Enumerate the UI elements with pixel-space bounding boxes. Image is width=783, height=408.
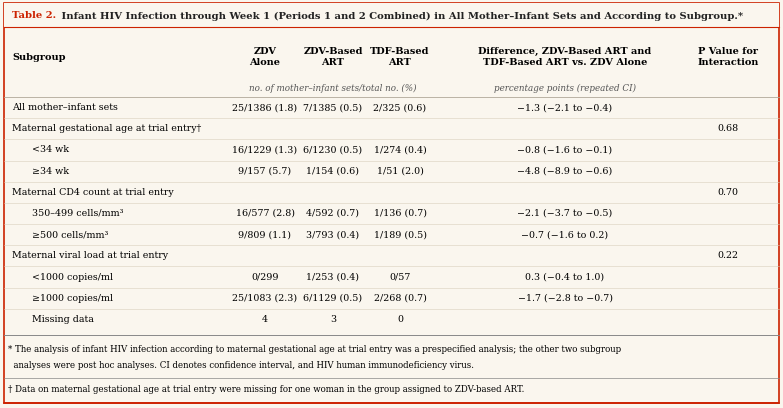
Text: ≥1000 copies/ml: ≥1000 copies/ml <box>32 294 113 303</box>
Text: 16/577 (2.8): 16/577 (2.8) <box>236 209 294 218</box>
Text: Subgroup: Subgroup <box>12 53 66 62</box>
Text: Maternal viral load at trial entry: Maternal viral load at trial entry <box>12 251 168 260</box>
Text: 7/1385 (0.5): 7/1385 (0.5) <box>304 103 363 112</box>
Text: 0.70: 0.70 <box>717 188 738 197</box>
Text: 1/274 (0.4): 1/274 (0.4) <box>373 146 427 155</box>
Text: analyses were post hoc analyses. CI denotes confidence interval, and HIV human i: analyses were post hoc analyses. CI deno… <box>8 361 474 370</box>
Text: 3: 3 <box>330 315 336 324</box>
Text: ≥34 wk: ≥34 wk <box>32 166 69 175</box>
Text: 1/189 (0.5): 1/189 (0.5) <box>373 230 427 239</box>
Text: 1/136 (0.7): 1/136 (0.7) <box>373 209 427 218</box>
Text: 16/1229 (1.3): 16/1229 (1.3) <box>233 146 298 155</box>
Text: 6/1129 (0.5): 6/1129 (0.5) <box>304 294 363 303</box>
Text: ZDV
Alone: ZDV Alone <box>250 47 280 67</box>
Text: P Value for
Interaction: P Value for Interaction <box>698 47 759 67</box>
Text: −4.8 (−8.9 to −0.6): −4.8 (−8.9 to −0.6) <box>518 166 612 175</box>
Text: 1/51 (2.0): 1/51 (2.0) <box>377 166 424 175</box>
Text: Difference, ZDV-Based ART and
TDF-Based ART vs. ZDV Alone: Difference, ZDV-Based ART and TDF-Based … <box>478 47 651 67</box>
Text: ZDV-Based
ART: ZDV-Based ART <box>303 47 363 67</box>
Text: no. of mother–infant sets/total no. (%): no. of mother–infant sets/total no. (%) <box>249 84 417 93</box>
Text: <1000 copies/ml: <1000 copies/ml <box>32 273 113 282</box>
Text: 0.3 (−0.4 to 1.0): 0.3 (−0.4 to 1.0) <box>525 273 604 282</box>
Text: Maternal gestational age at trial entry†: Maternal gestational age at trial entry† <box>12 124 201 133</box>
Text: 25/1386 (1.8): 25/1386 (1.8) <box>233 103 298 112</box>
Text: percentage points (repeated CI): percentage points (repeated CI) <box>494 84 636 93</box>
Text: 0/299: 0/299 <box>251 273 279 282</box>
Text: Infant HIV Infection through Week 1 (Periods 1 and 2 Combined) in All Mother–Inf: Infant HIV Infection through Week 1 (Per… <box>58 11 743 20</box>
Text: −0.8 (−1.6 to −0.1): −0.8 (−1.6 to −0.1) <box>518 146 612 155</box>
Text: † Data on maternal gestational age at trial entry were missing for one woman in : † Data on maternal gestational age at tr… <box>8 386 525 395</box>
Text: 1/154 (0.6): 1/154 (0.6) <box>306 166 359 175</box>
Text: 6/1230 (0.5): 6/1230 (0.5) <box>304 146 363 155</box>
Text: 2/325 (0.6): 2/325 (0.6) <box>373 103 427 112</box>
Text: −2.1 (−3.7 to −0.5): −2.1 (−3.7 to −0.5) <box>518 209 612 218</box>
Text: 0/57: 0/57 <box>389 273 411 282</box>
Text: 0.22: 0.22 <box>717 251 738 260</box>
Text: 25/1083 (2.3): 25/1083 (2.3) <box>233 294 298 303</box>
Text: 0.68: 0.68 <box>717 124 738 133</box>
Text: Maternal CD4 count at trial entry: Maternal CD4 count at trial entry <box>12 188 174 197</box>
Text: * The analysis of infant HIV infection according to maternal gestational age at : * The analysis of infant HIV infection a… <box>8 346 621 355</box>
Text: All mother–infant sets: All mother–infant sets <box>12 103 118 112</box>
Text: 4/592 (0.7): 4/592 (0.7) <box>306 209 359 218</box>
Text: 3/793 (0.4): 3/793 (0.4) <box>306 230 359 239</box>
Text: 9/809 (1.1): 9/809 (1.1) <box>239 230 291 239</box>
Text: 4: 4 <box>262 315 268 324</box>
Text: 2/268 (0.7): 2/268 (0.7) <box>373 294 427 303</box>
Text: <34 wk: <34 wk <box>32 146 69 155</box>
Text: ≥500 cells/mm³: ≥500 cells/mm³ <box>32 230 108 239</box>
Text: 0: 0 <box>397 315 403 324</box>
Text: −1.7 (−2.8 to −0.7): −1.7 (−2.8 to −0.7) <box>518 294 612 303</box>
Text: 350–499 cells/mm³: 350–499 cells/mm³ <box>32 209 124 218</box>
Text: TDF-Based
ART: TDF-Based ART <box>370 47 430 67</box>
Bar <box>4 3 779 27</box>
Text: 1/253 (0.4): 1/253 (0.4) <box>306 273 359 282</box>
Text: −1.3 (−2.1 to −0.4): −1.3 (−2.1 to −0.4) <box>518 103 612 112</box>
Text: −0.7 (−1.6 to 0.2): −0.7 (−1.6 to 0.2) <box>521 230 608 239</box>
Text: Missing data: Missing data <box>32 315 94 324</box>
Text: Table 2.: Table 2. <box>12 11 56 20</box>
Text: 9/157 (5.7): 9/157 (5.7) <box>239 166 291 175</box>
